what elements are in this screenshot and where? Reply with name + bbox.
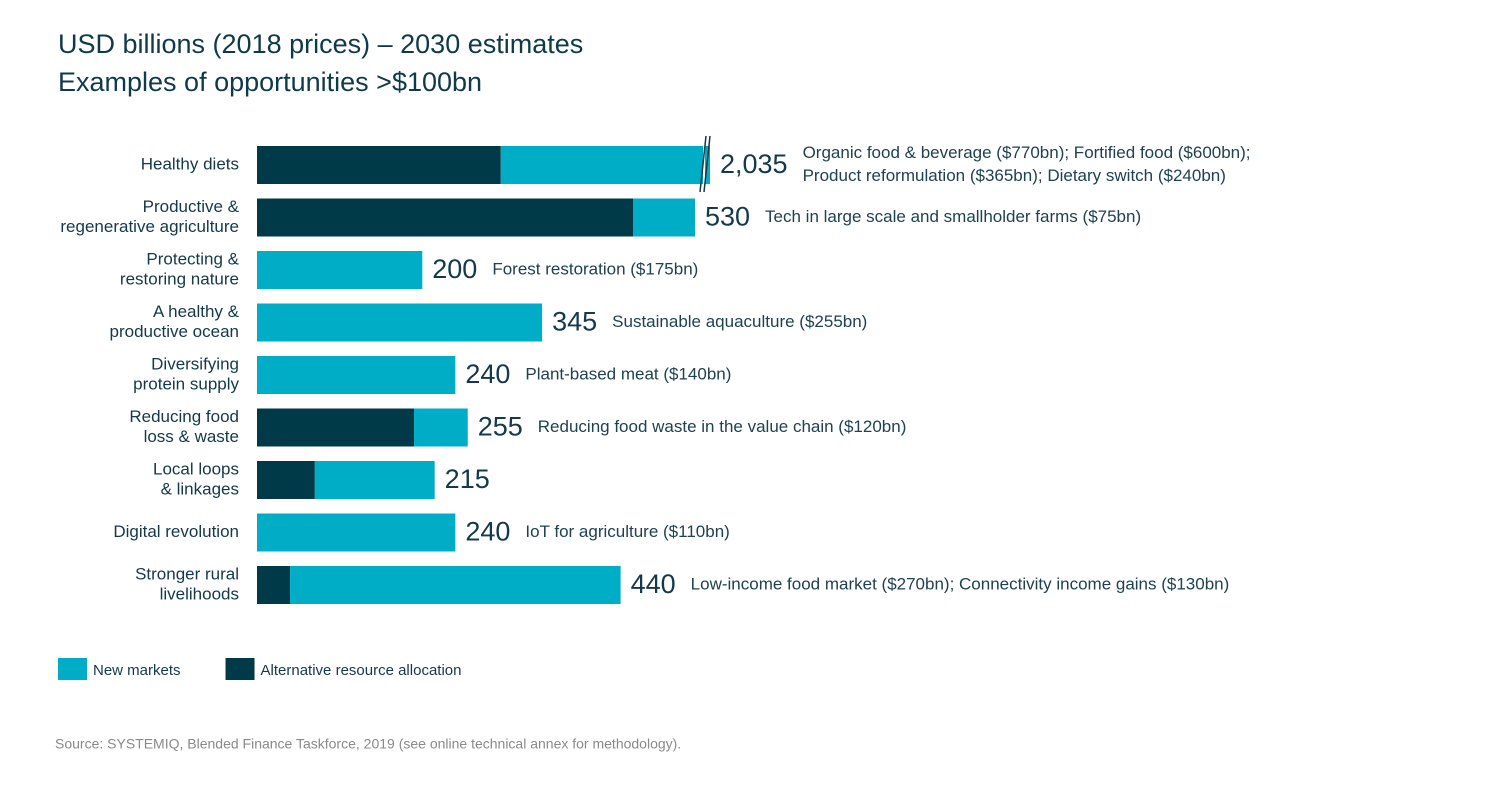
total-label: 2,035 [720,149,788,179]
bar-group [257,198,695,237]
bar-segment [290,566,621,604]
bar-segment [257,408,415,447]
category-label: Reducing food [129,407,239,426]
category-label: Healthy diets [141,154,239,173]
category-label: livelihoods [160,584,239,603]
category-label: loss & waste [144,427,239,446]
axis-break [703,135,711,193]
annotation: Forest restoration ($175bn) [492,259,698,278]
axis-break [699,135,707,193]
bar-segment [257,303,543,342]
annotation: IoT for agriculture ($110bn) [525,522,729,541]
annotation: Reducing food waste in the value chain (… [538,417,907,436]
bar-segment [257,566,291,604]
bar-segment [500,146,703,184]
bar-group [257,251,423,289]
bar-group [257,408,468,447]
category-label: Stronger rural [135,564,239,583]
total-label: 200 [432,254,477,284]
bar-segment [633,198,695,237]
annotation: Plant-based meat ($140bn) [525,364,731,383]
bar-group [257,356,456,394]
annotation: Organic food & beverage ($770bn); Fortif… [803,143,1251,162]
legend-label: New markets [93,662,181,679]
bar-segment [414,408,468,447]
chart-title: USD billions (2018 prices) – 2030 estima… [58,29,583,59]
annotation: Product reformulation ($365bn); Dietary … [803,166,1226,185]
category-label: protein supply [133,374,239,393]
bar-segment [257,513,456,552]
annotation: Sustainable aquaculture ($255bn) [612,312,867,331]
bar-segment [257,146,501,184]
bar-segment [257,198,634,237]
bar-group [257,146,703,184]
bar-segment [257,461,315,499]
bar-group [257,461,435,499]
total-label: 530 [705,202,750,232]
annotation: Low-income food market ($270bn); Connect… [691,574,1230,593]
total-label: 215 [445,464,490,494]
category-label: Local loops [153,459,239,478]
total-label: 440 [631,569,676,599]
category-label: A healthy & [153,302,240,321]
category-label: & linkages [161,479,239,498]
category-label: regenerative agriculture [60,217,239,236]
source: Source: SYSTEMIQ, Blended Finance Taskfo… [55,736,681,752]
total-label: 240 [465,359,510,389]
category-label: Protecting & [146,249,239,268]
bar-group [257,513,456,552]
annotation: Tech in large scale and smallholder farm… [765,207,1141,226]
chart-subtitle: Examples of opportunities >$100bn [58,67,482,97]
bar-group [257,566,621,604]
total-label: 345 [552,307,597,337]
total-label: 255 [478,412,523,442]
category-label: productive ocean [110,322,239,341]
category-label: Digital revolution [113,522,239,541]
category-label: Diversifying [151,354,239,373]
bar-segment [314,461,435,499]
legend-swatch [58,658,87,680]
bar-segment [257,251,423,289]
bar-segment [257,356,456,394]
category-label: Productive & [143,197,240,216]
total-label: 240 [465,517,510,547]
legend-swatch [225,658,255,680]
bar-group [257,303,543,342]
category-label: restoring nature [120,269,239,288]
legend-label: Alternative resource allocation [261,662,462,679]
